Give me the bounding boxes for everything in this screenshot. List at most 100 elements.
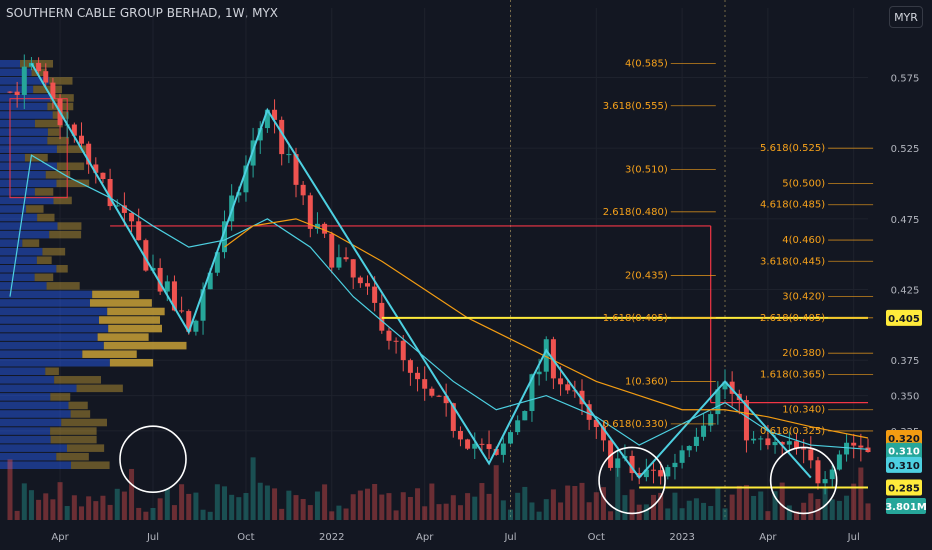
volume-badge — [886, 498, 926, 514]
volume-bar — [372, 483, 378, 520]
fib-label: 1.618(0.405) — [603, 313, 668, 324]
candle-body — [457, 430, 463, 440]
candle-body — [350, 259, 356, 278]
zigzag-line — [30, 62, 812, 480]
profile-bar-down — [50, 435, 97, 444]
profile-bar-down — [56, 452, 89, 461]
volume-bar — [450, 495, 456, 520]
volume-bar — [786, 505, 792, 520]
profile-bar-up — [0, 205, 27, 213]
volume-bar — [143, 511, 149, 520]
candle-body — [143, 240, 149, 271]
candle-body — [522, 411, 528, 421]
profile-bar-down — [45, 171, 71, 179]
candle-body — [593, 419, 599, 428]
candle-body — [786, 441, 792, 445]
profile-bar-down — [56, 162, 85, 171]
volume-bar — [293, 495, 299, 520]
volume-bar — [214, 484, 220, 520]
volume-bar — [844, 495, 850, 520]
volume-bar — [536, 511, 542, 520]
profile-bar-up — [0, 282, 47, 290]
profile-bar-down — [31, 68, 47, 77]
profile-bar-down — [42, 247, 66, 256]
profile-bar-down — [66, 444, 105, 452]
volume-bar — [658, 492, 664, 520]
profile-bar-down — [49, 77, 73, 85]
volume-bar — [679, 508, 685, 520]
profile-bar-up — [0, 102, 48, 111]
candle-body — [429, 388, 435, 396]
y-tick-label: 0.375 — [891, 356, 920, 367]
volume-bar — [479, 483, 485, 520]
fib-label: 2(0.380) — [782, 348, 825, 359]
volume-bar — [422, 506, 428, 520]
profile-bar-down — [61, 418, 107, 427]
y-tick-label: 0.525 — [891, 144, 920, 155]
volume-bar — [429, 483, 435, 520]
fib-label: 1(0.360) — [625, 376, 668, 387]
candle-body — [322, 223, 328, 234]
profile-bar-up — [0, 171, 46, 179]
x-tick-label: Oct — [237, 532, 254, 543]
profile-bar-up — [0, 119, 35, 128]
profile-bar-up — [0, 213, 38, 222]
volume-bar — [622, 495, 628, 520]
profile-bar-up — [0, 145, 57, 153]
red-range-box — [9, 98, 868, 404]
volume-bar — [715, 488, 721, 520]
candle-body — [851, 442, 857, 446]
box-rect — [9, 98, 68, 199]
fib-label: 4(0.460) — [782, 235, 825, 246]
candle-body — [500, 443, 506, 455]
price-badge-label: 0.310 — [888, 461, 920, 472]
volume-bar — [279, 508, 285, 520]
volume-bar — [665, 508, 671, 520]
candle-body — [86, 143, 92, 165]
candle-body — [701, 425, 707, 437]
candle-body — [765, 438, 771, 446]
candle-body — [450, 403, 456, 431]
fib-label: 5(0.500) — [782, 179, 825, 190]
profile-bar-down — [97, 333, 149, 341]
volume-bar — [64, 506, 70, 520]
candle-body — [729, 381, 735, 394]
profile-bar-up — [0, 376, 55, 384]
volume-bar — [586, 502, 592, 520]
candle-body — [200, 289, 206, 321]
profile-bar-down — [108, 324, 162, 333]
currency-button[interactable]: MYR — [889, 6, 923, 28]
profile-bar-up — [0, 222, 58, 230]
volume-bar — [79, 506, 84, 520]
candle-body — [465, 439, 471, 449]
candle-body — [636, 473, 642, 478]
candle-body — [815, 460, 821, 484]
candle-body — [493, 448, 499, 455]
volume-bar — [593, 492, 599, 520]
highlight-circles — [119, 425, 838, 515]
candle-body — [379, 302, 385, 331]
volume-bar — [772, 491, 778, 520]
volume-bar — [50, 499, 56, 520]
candle-body — [844, 442, 850, 455]
profile-bar-up — [0, 136, 48, 145]
highlight-circle — [598, 446, 666, 515]
candle-body — [407, 360, 413, 373]
y-tick-label: 0.350 — [891, 392, 920, 403]
candle-body — [300, 184, 306, 196]
profile-bar-down — [89, 299, 152, 307]
candle-body — [357, 277, 363, 284]
grid — [0, 0, 868, 520]
volume-bar — [858, 467, 864, 520]
x-tick-label: 2022 — [319, 532, 344, 543]
candle-body — [400, 340, 406, 361]
volume-bar — [164, 488, 170, 520]
candle-body — [665, 467, 671, 477]
profile-bar-down — [26, 205, 44, 213]
profile-bar-up — [0, 316, 100, 324]
volume-bar — [722, 508, 728, 520]
profile-bar-up — [0, 410, 71, 418]
candle-body — [71, 124, 77, 136]
candle-body — [651, 469, 656, 471]
